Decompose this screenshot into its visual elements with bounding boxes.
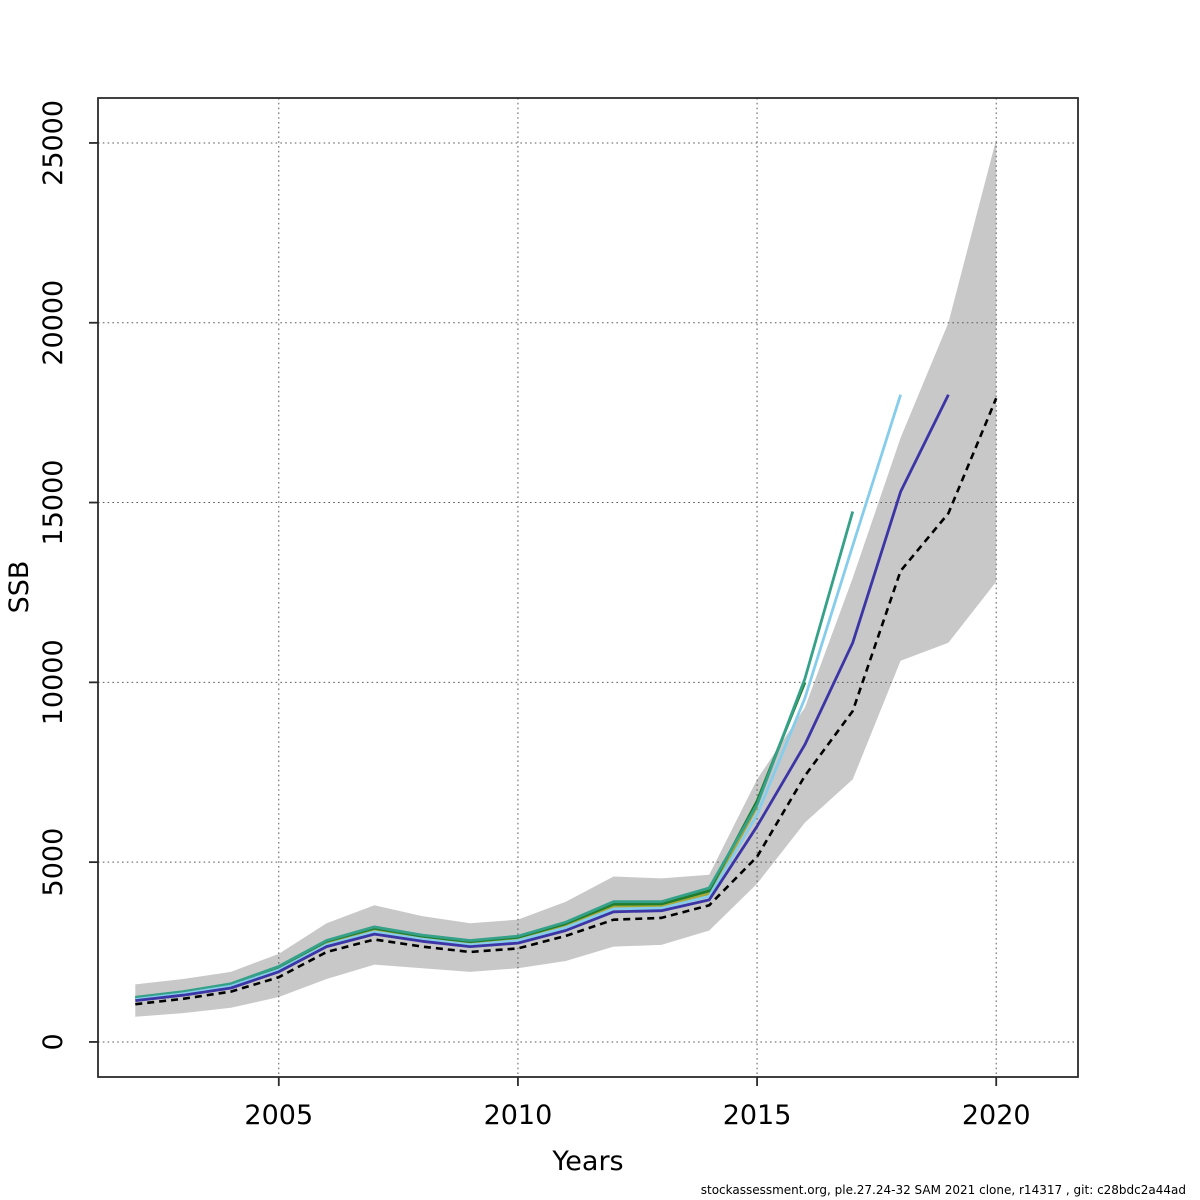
footer-credit: stockassessment.org, ple.27.24-32 SAM 20… xyxy=(700,1183,1186,1197)
y-tick-label: 5000 xyxy=(38,828,69,897)
y-tick-label: 25000 xyxy=(38,100,69,186)
retro-peel-2019-line xyxy=(135,394,950,1002)
current-assessment-2020-line xyxy=(135,397,998,1006)
retro-peel-2017-line xyxy=(135,511,855,999)
x-axis-title: Years xyxy=(551,1146,623,1177)
y-tick-label: 10000 xyxy=(38,639,69,725)
confidence-band-layer xyxy=(135,139,997,1017)
series-layer xyxy=(135,394,998,1006)
x-tick-label: 2015 xyxy=(723,1100,792,1131)
y-tick-label: 20000 xyxy=(38,280,69,366)
confidence-band xyxy=(135,139,997,1017)
y-tick-label: 0 xyxy=(38,1033,69,1050)
plot-box xyxy=(97,97,1079,1078)
x-tick-label: 2020 xyxy=(962,1100,1031,1131)
gridline-layer xyxy=(98,98,1078,1077)
x-tick-label: 2005 xyxy=(244,1100,313,1131)
y-tick-label: 15000 xyxy=(38,460,69,546)
axes-layer: 2005 2010 2015 2020 0 5000 10000 15000 20000 2500… xyxy=(38,97,1079,1131)
retro-peel-2018-line xyxy=(135,394,902,1001)
x-tick-label: 2010 xyxy=(484,1100,553,1131)
y-axis-title: SSB xyxy=(4,561,35,614)
